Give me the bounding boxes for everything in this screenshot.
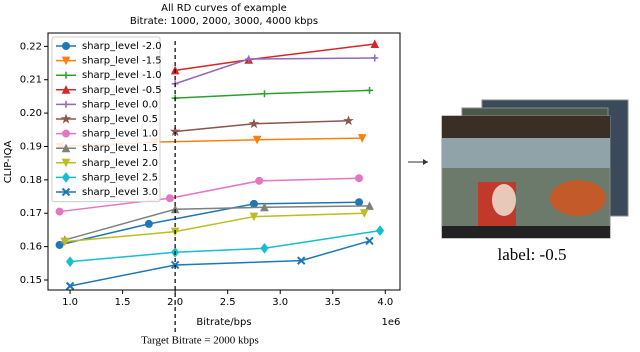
marker bbox=[249, 199, 258, 208]
y-tick-label: 0.15 bbox=[20, 275, 42, 286]
x-tick-label: 4.0 bbox=[377, 297, 393, 308]
frame-stack bbox=[441, 99, 629, 239]
legend-marker bbox=[61, 85, 71, 94]
marker bbox=[249, 212, 259, 222]
marker bbox=[144, 219, 153, 228]
series-line bbox=[174, 57, 375, 85]
child bbox=[492, 184, 516, 216]
marker bbox=[260, 242, 269, 254]
legend-marker bbox=[61, 56, 71, 66]
legend-label: sharp_level 3.0 bbox=[82, 187, 158, 198]
marker bbox=[370, 39, 380, 49]
marker bbox=[260, 202, 269, 212]
frame-floor bbox=[442, 226, 610, 238]
marker bbox=[343, 115, 354, 126]
legend-marker bbox=[61, 172, 71, 183]
marker bbox=[371, 54, 379, 62]
marker bbox=[255, 176, 264, 185]
legend-label: sharp_level 0.0 bbox=[82, 99, 158, 110]
marker bbox=[60, 237, 70, 247]
y-axis-label: CLIP-IQA bbox=[3, 141, 14, 184]
marker bbox=[297, 256, 306, 265]
axes-frame bbox=[47, 32, 401, 291]
series-line bbox=[59, 201, 360, 246]
series-line bbox=[69, 229, 381, 263]
y-tick-label: 0.21 bbox=[20, 75, 42, 86]
y-tick-label: 0.18 bbox=[20, 175, 42, 186]
y-tick-label: 0.20 bbox=[20, 108, 42, 119]
x-axis-label: Bitrate/bps bbox=[196, 317, 251, 328]
marker bbox=[248, 118, 260, 129]
legend-label: sharp_level 1.0 bbox=[82, 129, 158, 140]
marker bbox=[355, 174, 364, 183]
series-line bbox=[175, 43, 375, 72]
legend-label: sharp_level -1.5 bbox=[82, 56, 162, 67]
x-tick-label: 1.5 bbox=[115, 297, 131, 308]
marker bbox=[365, 201, 374, 210]
y-tick-label: 0.22 bbox=[20, 41, 42, 52]
series-line bbox=[175, 89, 370, 99]
image-label: label: -0.5 bbox=[498, 245, 567, 264]
legend-label: sharp_level 2.0 bbox=[82, 158, 158, 169]
frame-background bbox=[442, 138, 610, 168]
x-tick-label: 3.5 bbox=[325, 297, 341, 308]
marker bbox=[245, 55, 253, 63]
marker bbox=[359, 209, 369, 218]
x-tick-label: 3.0 bbox=[272, 297, 288, 308]
legend-label: sharp_level -1.0 bbox=[82, 70, 162, 81]
marker bbox=[365, 236, 374, 246]
legend-marker bbox=[61, 158, 71, 168]
y-tick-label: 0.19 bbox=[20, 141, 42, 152]
legend: sharp_level -2.0 sharp_level -1.5 sharp_le… bbox=[51, 36, 162, 203]
marker bbox=[357, 134, 367, 143]
marker bbox=[165, 194, 174, 203]
legend-label: sharp_level 2.5 bbox=[82, 172, 158, 183]
legend-label: sharp_level 0.5 bbox=[82, 114, 158, 125]
frame-roof bbox=[442, 116, 610, 138]
series-line bbox=[69, 240, 370, 287]
legend-label: sharp_level -0.5 bbox=[82, 85, 162, 96]
marker bbox=[55, 207, 64, 216]
legend-marker bbox=[61, 187, 71, 197]
series-line bbox=[64, 212, 365, 243]
x-offset-label: 1e6 bbox=[382, 317, 401, 328]
chart-subtitle: Bitrate: 1000, 2000, 3000, 4000 kbps bbox=[130, 16, 318, 27]
legend-marker bbox=[62, 100, 70, 108]
y-tick-label: 0.17 bbox=[20, 208, 42, 219]
arrow-head bbox=[423, 159, 428, 165]
legend-marker bbox=[60, 113, 72, 124]
bumper-car bbox=[550, 180, 606, 216]
marker bbox=[65, 256, 75, 267]
x-tick-label: 1.0 bbox=[62, 297, 78, 308]
legend-marker bbox=[62, 129, 70, 138]
legend-marker bbox=[61, 143, 71, 153]
marker bbox=[355, 198, 364, 207]
marker bbox=[170, 260, 180, 270]
legend-label: sharp_level 1.5 bbox=[82, 143, 158, 154]
legend-label: sharp_level -2.0 bbox=[82, 41, 162, 52]
marker bbox=[366, 86, 374, 94]
legend-box bbox=[51, 36, 161, 203]
series-line bbox=[175, 120, 349, 133]
marker bbox=[260, 90, 268, 98]
marker bbox=[65, 281, 75, 291]
plot-area: 1.0 1.5 2.0 2.5 3.0 3.5 4.00.150.160.170.180.1… bbox=[20, 32, 401, 308]
series-line bbox=[64, 205, 370, 241]
legend-marker bbox=[62, 71, 70, 79]
series-line bbox=[59, 177, 360, 213]
legend-marker bbox=[62, 42, 70, 50]
y-tick-label: 0.16 bbox=[20, 242, 42, 253]
marker bbox=[252, 135, 262, 145]
marker bbox=[375, 225, 385, 236]
chart-title: All RD curves of example bbox=[161, 3, 287, 14]
annotation: Target Bitrate = 2000 kbps bbox=[141, 335, 259, 347]
x-tick-label: 2.5 bbox=[220, 297, 236, 308]
